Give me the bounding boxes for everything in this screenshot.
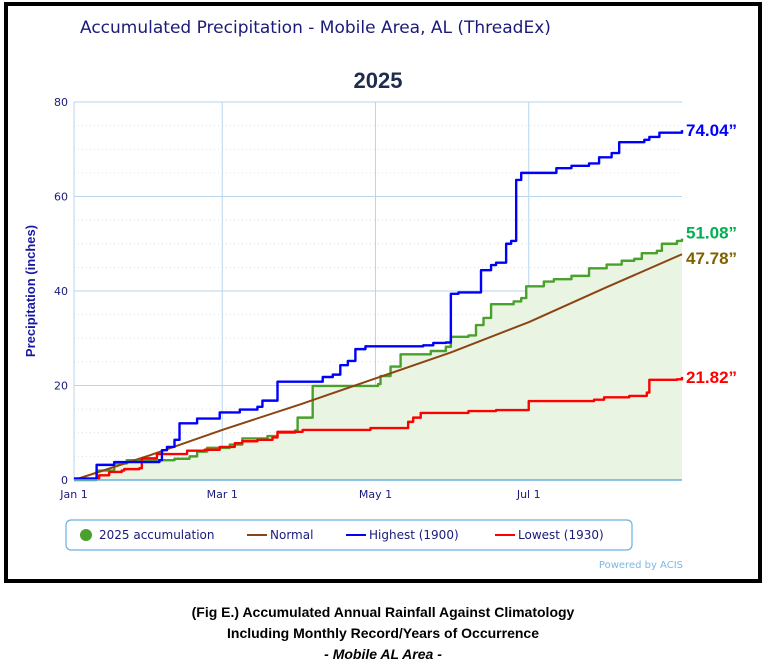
x-tick-label: Jul 1 <box>516 488 541 501</box>
y-tick-label: 60 <box>54 191 68 204</box>
end-value-label-lowest-1930: 21.82” <box>686 368 737 387</box>
legend-item-label: Highest (1900) <box>369 528 459 542</box>
y-tick-label: 20 <box>54 380 68 393</box>
axes: 0 20 40 60 80 Jan 1 Mar 1 May 1 Jul 1 51.08” 47.78… <box>54 96 737 501</box>
y-tick-label: 40 <box>54 285 68 298</box>
chart-subtitle: 2025 <box>354 68 403 93</box>
series-line-highest-1900 <box>74 130 684 480</box>
x-tick-label: Jan 1 <box>59 488 87 501</box>
series-line-lowest-1930 <box>74 376 684 480</box>
y-tick-label: 0 <box>61 474 68 487</box>
caption-line-2: Including Monthly Record/Years of Occurr… <box>227 625 539 641</box>
x-tick-label: Mar 1 <box>207 488 238 501</box>
y-tick-label: 80 <box>54 96 68 109</box>
x-tick-label: May 1 <box>359 488 392 501</box>
legend-item-label: 2025 accumulation <box>99 528 214 542</box>
legend: 2025 accumulation Normal Highest (1900) Low… <box>65 519 633 551</box>
credit-text[interactable]: Powered by ACIS <box>599 560 683 571</box>
chart-title: Accumulated Precipitation - Mobile Area,… <box>80 18 551 38</box>
legend-item-label: Normal <box>270 528 313 542</box>
legend-marker-circle-icon <box>80 529 92 541</box>
end-value-label-2025-accumulation: 51.08” <box>686 224 737 243</box>
accumulated-precipitation-chart: 0 20 40 60 80 Jan 1 Mar 1 May 1 Jul 1 51.08” 47.78… <box>23 18 737 571</box>
caption-line-3: - Mobile AL Area - <box>324 646 442 662</box>
series-group <box>73 130 684 482</box>
series-area-2025-accumulation <box>74 238 682 480</box>
end-value-label-highest-1900: 74.04” <box>686 121 737 140</box>
end-value-label-normal: 47.78” <box>686 249 737 268</box>
y-axis-label: Precipitation (inches) <box>23 225 38 357</box>
caption-line-1: (Fig E.) Accumulated Annual Rainfall Aga… <box>191 604 575 620</box>
legend-item-label: Lowest (1930) <box>518 528 604 542</box>
